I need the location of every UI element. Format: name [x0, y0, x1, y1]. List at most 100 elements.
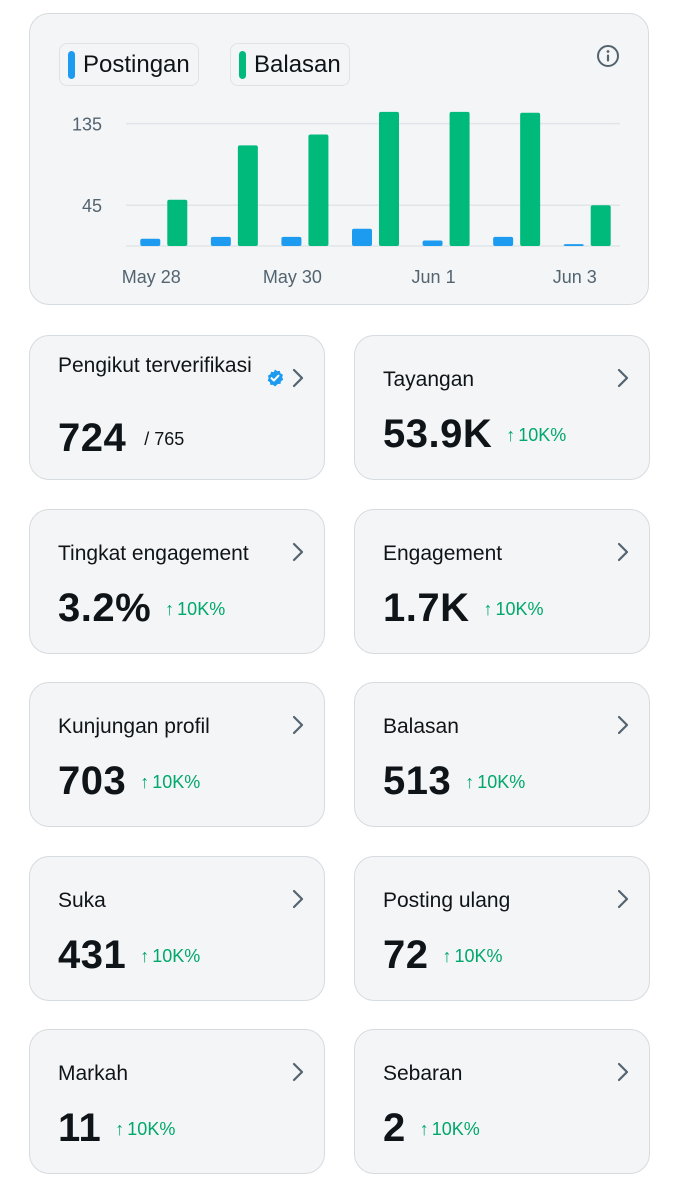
metric-change: ↑ 10K%	[165, 599, 225, 620]
up-arrow-icon: ↑	[465, 772, 475, 792]
metric-value-row: 1.7K ↑ 10K%	[383, 586, 544, 631]
metric-card-reposts[interactable]: Posting ulang 72 ↑ 10K%	[354, 856, 650, 1001]
metric-value: 72	[383, 933, 429, 977]
verified-badge-icon	[267, 369, 284, 387]
metric-card-replies[interactable]: Balasan 513 ↑ 10K%	[354, 682, 650, 827]
metric-value-row: 431 ↑ 10K%	[58, 933, 200, 978]
bar-posts-3[interactable]	[352, 228, 372, 246]
chevron-right-icon	[617, 889, 629, 909]
legend-replies-label: Balasan	[254, 50, 341, 78]
activity-chart-card: 45 135 May 28 May 30 Jun 1 Jun 3 Postingan Ba…	[29, 13, 649, 305]
bar-replies-2[interactable]	[308, 134, 329, 246]
legend-replies-toggle[interactable]: Balasan	[230, 43, 350, 86]
bar-posts-4[interactable]	[422, 240, 443, 246]
metric-value: 53.9K	[383, 412, 493, 456]
bar-replies-3[interactable]	[379, 111, 399, 247]
metric-change-value: 10K%	[431, 1119, 480, 1139]
metric-change: ↑ 10K%	[420, 1119, 480, 1140]
bar-replies-5[interactable]	[520, 112, 541, 246]
bar-posts-2[interactable]	[281, 236, 302, 246]
metric-change-value: 10K%	[477, 772, 526, 792]
metric-title: Tingkat engagement	[58, 542, 249, 565]
metric-value-row: 724 / 765	[58, 416, 184, 461]
legend-replies-swatch	[239, 50, 246, 79]
up-arrow-icon: ↑	[419, 1119, 429, 1139]
metric-change: ↑ 10K%	[443, 946, 503, 967]
legend-posts-toggle[interactable]: Postingan	[59, 43, 199, 86]
metric-change: ↑ 10K%	[506, 425, 566, 446]
metric-change-value: 10K%	[495, 599, 544, 619]
metric-title: Engagement	[383, 542, 503, 565]
metric-value: 11	[58, 1106, 102, 1150]
metric-value-row: 53.9K ↑ 10K%	[383, 412, 566, 457]
metric-card-impressions[interactable]: Tayangan 53.9K ↑ 10K%	[354, 335, 650, 480]
chevron-right-icon	[617, 368, 629, 388]
chevron-right-icon	[292, 889, 304, 909]
metric-title: Markah	[58, 1062, 129, 1085]
up-arrow-icon: ↑	[140, 946, 150, 966]
metric-value-row: 513 ↑ 10K%	[383, 759, 525, 804]
metric-card-profile-visits[interactable]: Kunjungan profil 703 ↑ 10K%	[29, 682, 325, 827]
activity-bar-chart: 45 135 May 28 May 30 Jun 1 Jun 3	[72, 111, 620, 287]
metric-change: ↑ 10K%	[465, 772, 525, 793]
bar-replies-0[interactable]	[167, 199, 188, 246]
chevron-right-icon	[292, 715, 304, 735]
x-tick-label: Jun 3	[553, 267, 597, 287]
chevron-right-icon	[617, 542, 629, 562]
metric-value: 703	[58, 759, 127, 803]
metric-card-followers[interactable]: Pengikut terverifikasi 724 / 765	[29, 335, 325, 480]
bar-replies-6[interactable]	[590, 205, 611, 246]
metric-value: 3.2%	[58, 586, 152, 630]
metric-change-value: 10K%	[127, 1119, 176, 1139]
metric-change: ↑ 10K%	[115, 1119, 175, 1140]
metric-title: Tayangan	[383, 368, 475, 391]
up-arrow-icon: ↑	[140, 772, 150, 792]
metric-change-value: 10K%	[454, 946, 503, 966]
metric-title: Kunjungan profil	[58, 715, 210, 738]
legend-posts-label: Postingan	[83, 50, 190, 78]
up-arrow-icon: ↑	[506, 425, 516, 445]
metric-title: Sebaran	[383, 1062, 463, 1085]
x-tick-label: May 30	[263, 267, 322, 287]
chevron-right-icon	[292, 1062, 304, 1082]
metric-value: 724	[58, 416, 127, 460]
up-arrow-icon: ↑	[115, 1119, 125, 1139]
metric-change-value: 10K%	[152, 946, 201, 966]
metric-value: 513	[383, 759, 452, 803]
x-tick-label: Jun 1	[412, 267, 456, 287]
metric-change: ↑ 10K%	[140, 946, 200, 967]
bar-posts-5[interactable]	[493, 236, 514, 246]
x-tick-label: May 28	[122, 267, 181, 287]
chevron-right-icon	[617, 715, 629, 735]
metric-change: ↑ 10K%	[140, 772, 200, 793]
metric-total: / 765	[144, 429, 185, 449]
metric-change-value: 10K%	[518, 425, 567, 445]
metric-value-row: 703 ↑ 10K%	[58, 759, 200, 804]
metric-card-bookmarks[interactable]: Markah 11 ↑ 10K%	[29, 1029, 325, 1174]
bar-posts-1[interactable]	[210, 236, 231, 246]
metric-title: Pengikut terverifikasi	[58, 354, 252, 377]
metric-change-value: 10K%	[177, 599, 226, 619]
metric-change: ↑ 10K%	[484, 599, 544, 620]
metric-value-row: 3.2% ↑ 10K%	[58, 586, 225, 631]
up-arrow-icon: ↑	[442, 946, 452, 966]
metric-card-engagements[interactable]: Engagement 1.7K ↑ 10K%	[354, 509, 650, 654]
y-tick-label: 135	[72, 115, 102, 135]
metric-card-engagement-rate[interactable]: Tingkat engagement 3.2% ↑ 10K%	[29, 509, 325, 654]
bar-replies-4[interactable]	[449, 111, 470, 247]
up-arrow-icon: ↑	[165, 599, 175, 619]
metric-title: Posting ulang	[383, 889, 511, 912]
legend-posts-swatch	[68, 50, 75, 79]
metric-value: 431	[58, 933, 127, 977]
bar-replies-1[interactable]	[237, 145, 258, 246]
metric-change-value: 10K%	[152, 772, 201, 792]
info-circle-icon[interactable]	[596, 44, 620, 68]
metric-value: 2	[383, 1106, 406, 1150]
metric-card-likes[interactable]: Suka 431 ↑ 10K%	[29, 856, 325, 1001]
y-tick-label: 45	[82, 196, 102, 216]
metric-card-shares[interactable]: Sebaran 2 ↑ 10K%	[354, 1029, 650, 1174]
bar-posts-6[interactable]	[563, 244, 584, 246]
chevron-right-icon	[617, 1062, 629, 1082]
bar-posts-0[interactable]	[140, 238, 161, 246]
up-arrow-icon: ↑	[483, 599, 493, 619]
